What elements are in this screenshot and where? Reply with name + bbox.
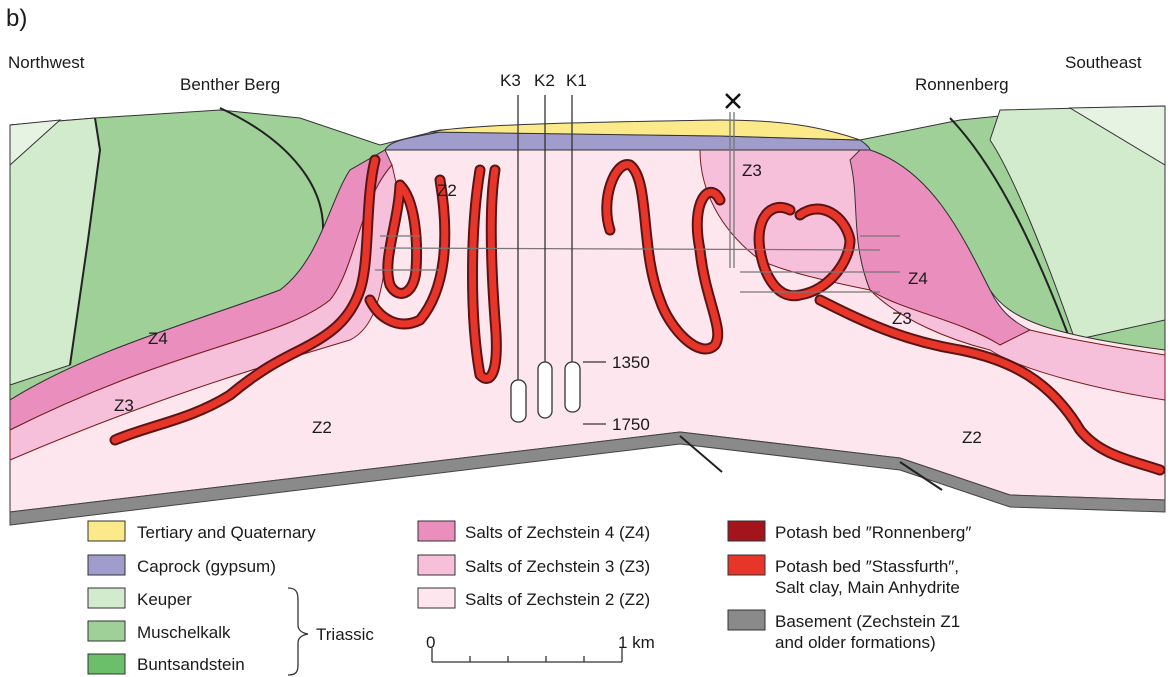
legend-swatch [88,621,125,641]
section [10,94,1165,525]
zone-label: Z3 [892,309,912,328]
legend-swatch [88,654,125,674]
cross-section-figure: b) Northwest Southeast Benther Berg Ronn… [0,0,1171,677]
legend-swatch [88,521,125,541]
legend-brace [288,588,308,675]
mine-symbol [726,94,740,108]
legend-swatch [728,521,765,541]
legend-label: Muschelkalk [137,623,231,642]
legend-label: Tertiary and Quaternary [137,523,316,542]
legend-label: Basement (Zechstein Z1 [775,612,960,631]
borehole-cavity [511,380,526,422]
legend-label: Salt clay, Main Anhydrite [775,578,960,597]
borehole-cavity [565,362,580,412]
legend-label: Caprock (gypsum) [137,557,276,576]
legend-label: and older formations) [775,633,936,652]
legend-swatch [728,555,765,575]
zone-label: Z2 [437,181,457,200]
legend-label: Salts of Zechstein 3 (Z3) [465,557,650,576]
borehole-cavity [538,362,552,418]
legend-swatch [418,555,455,575]
zone-label: Z4 [908,269,928,288]
direction-label: Northwest [8,53,85,72]
legend-swatch [728,610,765,630]
place-label: Benther Berg [180,75,280,94]
well-label: K2 [534,71,555,90]
zone-label: Z2 [962,428,982,447]
zone-label: Z3 [742,161,762,180]
legend-group-label: Triassic [316,625,374,644]
legend-swatch [418,521,455,541]
legend-label: Buntsandstein [137,655,245,674]
legend-label: Salts of Zechstein 2 (Z2) [465,590,650,609]
panel-label: b) [6,5,27,32]
legend-swatch [418,588,455,608]
scale-label: 1 km [618,633,655,652]
legend-swatch [88,555,125,575]
legend-label: Keuper [137,590,192,609]
scale-bar [432,648,622,662]
legend-label: Potash bed ″Stassfurth″, [775,557,959,576]
legend-label: Potash bed ″Ronnenberg″ [775,523,971,542]
zone-label: Z3 [114,396,134,415]
legend: Tertiary and Quaternary Caprock (gypsum)… [88,521,971,675]
depth-label: 1750 [612,415,650,434]
place-label: Ronnenberg [915,75,1009,94]
well-label: K1 [566,71,587,90]
zone-label: Z4 [148,329,168,348]
well-label: K3 [500,71,521,90]
depth-label: 1350 [612,353,650,372]
legend-swatch [88,588,125,608]
legend-label: Salts of Zechstein 4 (Z4) [465,523,650,542]
zone-label: Z2 [312,418,332,437]
scale-label: 0 [426,633,435,652]
direction-label: Southeast [1065,53,1142,72]
